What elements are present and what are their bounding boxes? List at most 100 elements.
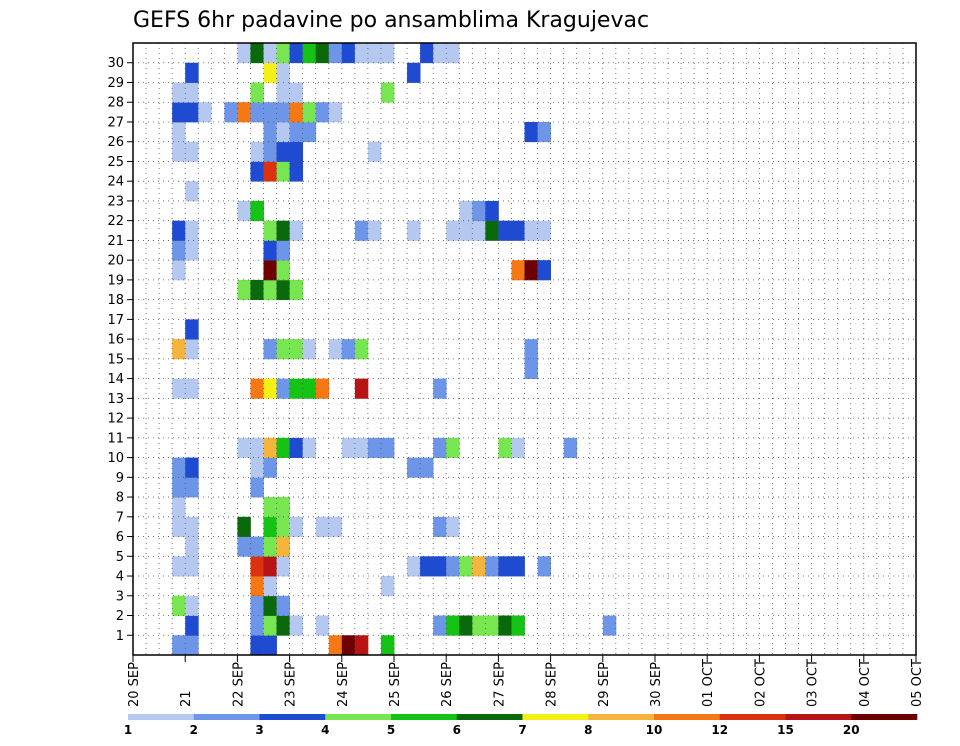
cell-m10-t11 [276,437,290,458]
cell-m10-t19 [380,437,395,458]
cell-m19-t30 [524,260,538,281]
cell-m18-t12 [289,279,304,301]
cell-m27-t12 [289,102,304,123]
cell-m15-t16 [341,339,356,360]
cell-m27-t7 [224,102,238,123]
cell-m1-t12 [289,615,304,636]
ytick-label-3: 3 [116,589,124,604]
colorbar-swatch-7 [522,714,589,720]
cell-m15-t4 [185,339,199,360]
cell-m27-t15 [328,102,343,123]
colorbar-label-2: 2 [190,723,198,737]
cell-m19-t10 [263,260,277,281]
xtick-label-11: 01 OCT [701,659,716,707]
cell-m9-t10 [263,457,277,478]
cell-m23-t4 [185,181,199,202]
xtick-label-5: 25 SEP [388,662,403,707]
cell-m10-t10 [263,437,277,458]
colorbar-label-7: 7 [518,723,526,737]
ytick-label-22: 22 [107,214,124,229]
cell-m4-t26 [472,556,486,577]
cell-m5-t8 [237,536,251,557]
cell-m13-t14 [315,378,330,399]
plot-frame [132,42,917,656]
cell-m27-t4 [185,102,199,123]
cell-m27-t11 [276,102,290,123]
cell-m1-t27 [485,615,499,636]
cell-m22-t27 [485,200,499,222]
cell-m21-t24 [446,220,460,241]
cell-m7-t11 [276,497,290,518]
ytick-label-15: 15 [107,352,124,367]
cell-m21-t28 [498,220,512,241]
cell-m13-t13 [302,378,317,399]
ytick-label-29: 29 [107,76,124,91]
cell-m4-t10 [263,556,277,577]
cell-m21-t12 [289,220,304,241]
cell-m4-t31 [537,556,551,577]
colorbar-swatch-9 [654,714,721,720]
xtick-label-6: 26 SEP [440,662,455,707]
colorbar: 1 2 3 4 5 6 7 8 10 12 15 20 [124,714,918,737]
colorbar-swatch-6 [456,714,523,720]
cell-m9-t4 [185,457,199,478]
cell-m6-t23 [433,516,447,537]
xtick-label-1: 21 [179,690,194,707]
ytick-label-6: 6 [116,530,124,545]
cell-m6-t4 [185,516,199,537]
cell-m13-t4 [185,378,199,399]
cell-m0-t10 [263,635,277,656]
ytick-label-9: 9 [116,471,124,486]
colorbar-swatch-3 [259,714,326,720]
y-axis: 1234567891011121314151617181920212223242… [107,56,133,644]
cell-m19-t29 [511,260,525,281]
colorbar-label-10: 10 [646,723,663,737]
cell-m30-t24 [446,43,460,64]
cell-m26-t13 [302,121,317,143]
cell-m9-t3 [172,457,186,478]
cell-m21-t26 [472,220,486,241]
cell-m4-t24 [446,556,460,577]
cell-m28-t12 [289,82,304,103]
ytick-label-14: 14 [107,372,124,387]
cell-m21-t10 [263,220,277,241]
cell-m13-t17 [354,378,369,399]
cell-m30-t19 [380,43,395,64]
cell-m3-t10 [263,576,277,597]
cell-m10-t23 [433,437,447,458]
ytick-label-21: 21 [107,234,124,249]
xtick-label-13: 03 OCT [806,659,821,707]
cell-m30-t15 [328,43,343,64]
cell-m15-t30 [524,339,538,360]
xtick-label-2: 22 SEP [231,662,246,707]
cell-m0-t9 [250,635,264,656]
cell-m13-t3 [172,378,186,399]
xtick-label-10: 30 SEP [649,662,664,707]
cell-m1-t26 [472,615,486,636]
cell-m13-t23 [433,378,447,399]
colorbar-label-6: 6 [453,723,461,737]
cell-m24-t9 [250,161,264,182]
cell-m13-t9 [250,378,264,399]
cell-m2-t10 [263,595,277,616]
cell-m30-t17 [354,43,369,64]
cell-m15-t11 [276,339,290,360]
colorbar-swatch-4 [325,714,392,720]
ytick-label-11: 11 [107,431,124,446]
cell-m24-t10 [263,161,277,182]
cell-m27-t8 [237,102,251,123]
cell-m10-t8 [237,437,251,458]
cell-m24-t12 [289,161,304,182]
cell-m20-t11 [276,240,290,261]
cell-m0-t3 [172,635,186,656]
colorbar-label-4: 4 [321,723,329,737]
cell-m5-t10 [263,536,277,557]
cell-m4-t29 [511,556,525,577]
cell-m6-t8 [237,516,251,537]
cell-m21-t29 [511,220,525,241]
cell-m6-t24 [446,516,460,537]
cell-m29-t10 [263,62,277,83]
xtick-label-7: 27 SEP [492,662,507,707]
cell-m8-t4 [185,477,199,498]
cell-m10-t18 [367,437,382,458]
